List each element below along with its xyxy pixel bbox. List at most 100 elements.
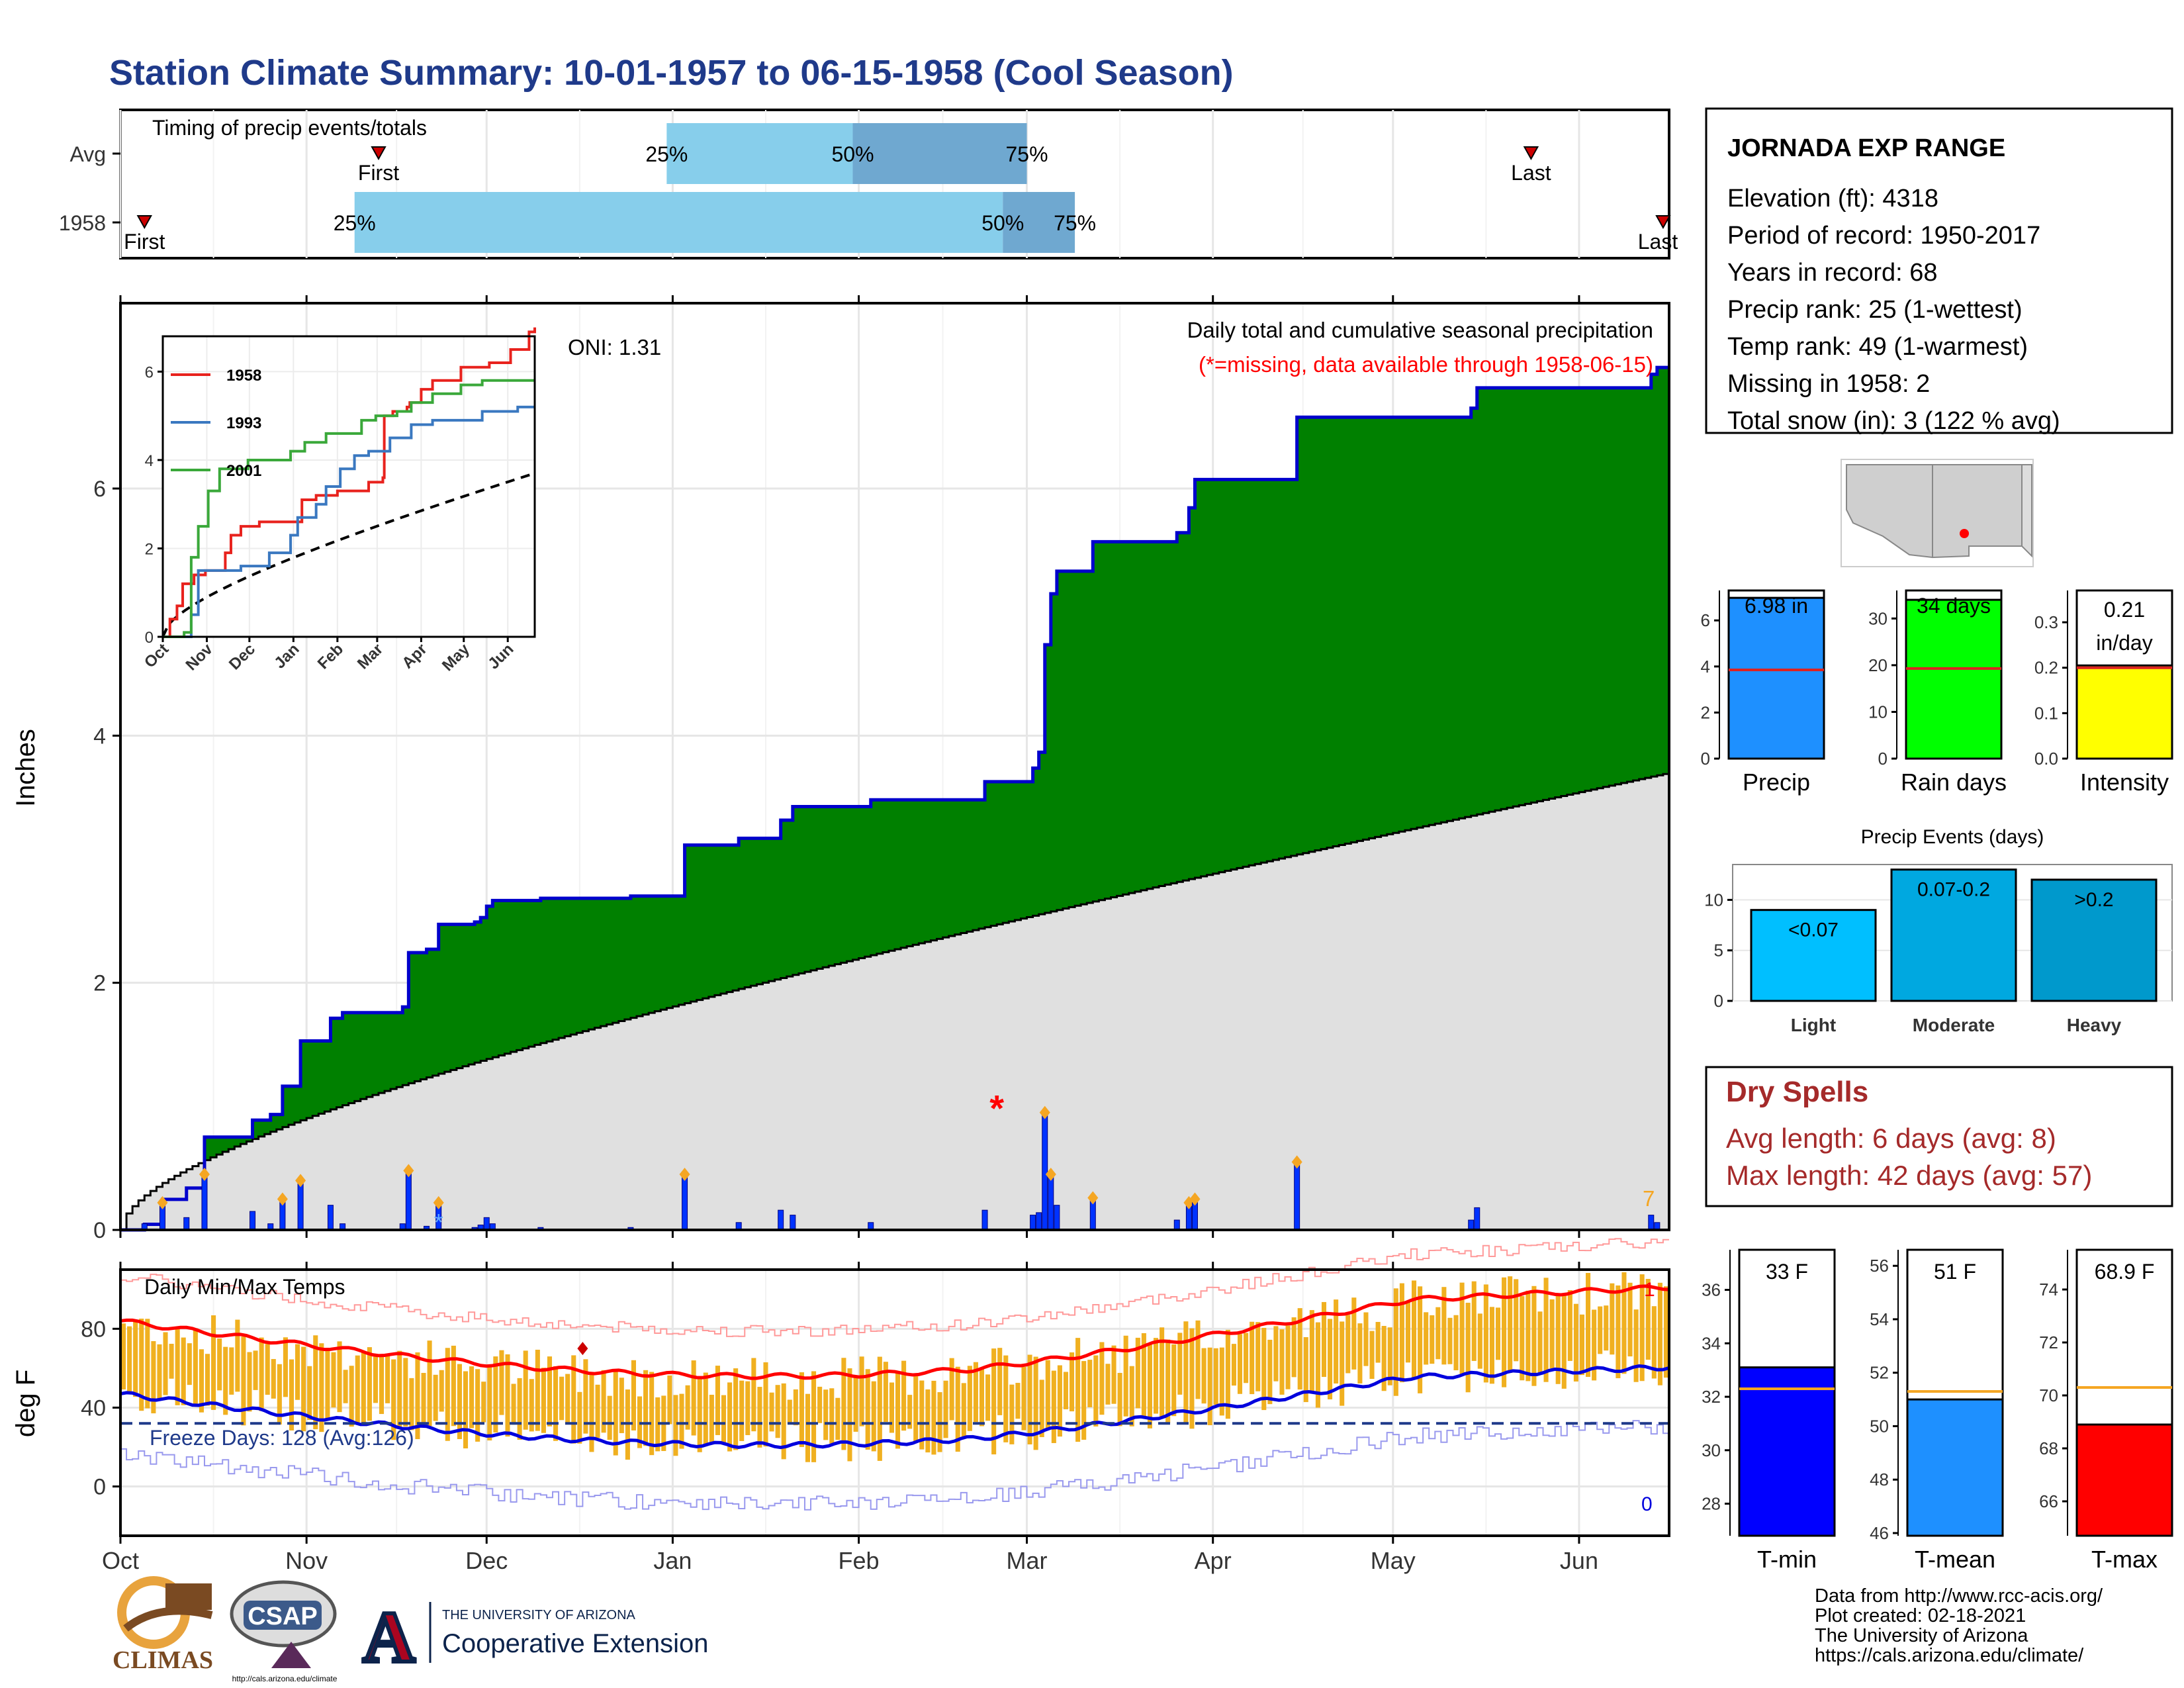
inset-frame <box>161 335 536 638</box>
daily-temp-bar <box>613 1369 618 1456</box>
daily-temp-bar <box>1147 1344 1152 1429</box>
temp-frame <box>119 1268 1670 1537</box>
credit-line: The University of Arizona <box>1815 1625 2028 1646</box>
precip-y-axis-label: Inches <box>11 729 40 807</box>
average-cumulative-area <box>120 773 1670 1231</box>
daily-temp-bar <box>391 1359 396 1440</box>
daily-temp-bar <box>589 1374 594 1452</box>
station-name: JORNADA EXP RANGE <box>1727 134 2005 162</box>
daily-temp-bar <box>829 1388 835 1444</box>
daily-temp-bar <box>409 1378 414 1430</box>
csap-logo-url: http://cals.arizona.edu/climate <box>232 1674 338 1683</box>
daily-precip-bar <box>790 1215 796 1231</box>
events-bar-label: 0.07-0.2 <box>1917 879 1990 901</box>
timing-bar-q25-q50 <box>354 192 1003 253</box>
inset-series-1958 <box>163 327 536 638</box>
daily-temp-bar <box>1592 1309 1597 1381</box>
precip-summary-tick-label: 0 <box>1701 749 1710 769</box>
daily-temp-bar <box>319 1343 324 1432</box>
daily-temp-bar <box>127 1326 132 1393</box>
record-high-line <box>120 1238 1669 1337</box>
dry-spells-line: Avg length: 6 days (avg: 8) <box>1726 1123 2056 1154</box>
daily-temp-bar <box>1567 1289 1572 1361</box>
daily-temp-bar <box>1633 1309 1639 1382</box>
temp-summary-tmin-tick-label: 32 <box>1702 1387 1721 1407</box>
daily-temp-bar <box>1291 1317 1297 1378</box>
daily-temp-bar <box>739 1380 745 1441</box>
precip-events-chart: Precip Events (days) 0 5 10 <0.07 Light 0.07-… <box>1704 826 2173 1035</box>
daily-temp-bar <box>1093 1355 1099 1427</box>
events-bar-heavy <box>2030 878 2158 1002</box>
daily-temp-bar <box>1508 1276 1513 1374</box>
inset-x-tick-label: Nov <box>183 640 217 675</box>
daily-temp-bar <box>961 1383 966 1438</box>
daily-temp-bar <box>517 1378 522 1440</box>
csap-logo: CSAP http://cals.arizona.edu/climate <box>230 1580 338 1683</box>
ua-logo-a: A <box>363 1597 415 1677</box>
precip-right-label: 7 <box>1643 1186 1655 1211</box>
daily-precip-bar <box>250 1211 256 1231</box>
daily-temp-bar <box>1549 1299 1555 1369</box>
month-tick-label: Feb <box>839 1547 880 1574</box>
daily-temp-bar <box>715 1366 720 1435</box>
intensity-summary-value-unit: in/day <box>2096 631 2152 655</box>
inset-y-tick-label: 2 <box>145 540 154 558</box>
daily-temp-bar <box>673 1395 678 1456</box>
station-info-box: JORNADA EXP RANGE Elevation (ft): 4318 P… <box>1705 107 2173 435</box>
station-line: Precip rank: 25 (1-wettest) <box>1727 296 2023 324</box>
inset-x-tick-label: Jan <box>271 640 302 672</box>
temp-summary-tmean-tick-label: 54 <box>1870 1309 1889 1329</box>
daily-temp-bar <box>1387 1327 1392 1385</box>
daily-temp-bar <box>793 1389 798 1426</box>
daily-temp-bar <box>511 1383 516 1425</box>
daily-temp-bar <box>199 1349 204 1413</box>
month-tick-label: Apr <box>1195 1547 1232 1574</box>
daily-temp-bar <box>1321 1301 1327 1378</box>
inset-y-tick-label: 0 <box>145 629 154 647</box>
daily-temp-bar <box>1099 1342 1105 1415</box>
raindays-summary-bar <box>1905 598 2003 760</box>
daily-temp-bar <box>1334 1299 1339 1384</box>
daily-temp-bar <box>703 1372 708 1446</box>
freeze-days-label: Freeze Days: 128 (Avg:126) <box>150 1426 414 1450</box>
daily-temp-bar <box>1627 1282 1633 1357</box>
daily-temp-bar <box>379 1355 385 1415</box>
temp-summary-tmean-bar <box>1906 1398 2004 1537</box>
daily-temp-bar <box>469 1366 475 1429</box>
daily-temp-bar <box>1267 1339 1273 1405</box>
raindays-summary-value-label: 34 days <box>1917 594 1991 618</box>
average-tmax-line <box>120 1284 1670 1380</box>
daily-temp-bar <box>835 1397 841 1440</box>
credit-line: https://cals.arizona.edu/climate/ <box>1815 1645 2084 1666</box>
daily-temp-bar <box>427 1340 432 1427</box>
daily-temp-bar <box>577 1391 582 1444</box>
daily-temp-bar <box>925 1389 931 1453</box>
daily-temp-bar <box>1531 1286 1537 1386</box>
timing-title: Timing of precip events/totals <box>152 116 427 140</box>
credit-line: Data from http://www.rcc-acis.org/ <box>1815 1585 2103 1607</box>
daily-temp-bar <box>1105 1364 1111 1405</box>
ua-logo-line1: THE UNIVERSITY OF ARIZONA <box>442 1608 636 1622</box>
heavy-event-marker <box>1039 1105 1050 1119</box>
daily-temp-bar <box>1412 1280 1417 1378</box>
daily-temp-bar <box>1610 1283 1615 1355</box>
timing-q75-label: 75% <box>1054 211 1096 235</box>
daily-temp-bar <box>1340 1321 1345 1406</box>
temp-summary-tmax-tick-label: 70 <box>2039 1385 2058 1405</box>
temp-summary-tmean-tick-label: 46 <box>1870 1523 1889 1543</box>
daily-temp-bar <box>1033 1356 1038 1450</box>
daily-precip-bar <box>1474 1207 1480 1231</box>
credits: Data from http://www.rcc-acis.org/ Plot … <box>1815 1585 2103 1666</box>
daily-temp-bar <box>313 1335 318 1430</box>
intensity-summary-bar <box>2075 664 2173 760</box>
daily-temp-bar <box>139 1319 144 1411</box>
heavy-event-marker <box>157 1196 168 1209</box>
daily-precip-bar <box>297 1180 304 1231</box>
daily-temp-bar <box>1285 1325 1291 1389</box>
daily-temp-bar <box>1639 1274 1645 1382</box>
temp-summary-tmean-value-label: 51 F <box>1934 1260 1976 1284</box>
daily-temp-bar <box>1015 1383 1021 1419</box>
daily-temp-bar <box>1489 1307 1494 1384</box>
record-low-line <box>120 1420 1669 1511</box>
daily-temp-bar <box>1424 1312 1429 1365</box>
